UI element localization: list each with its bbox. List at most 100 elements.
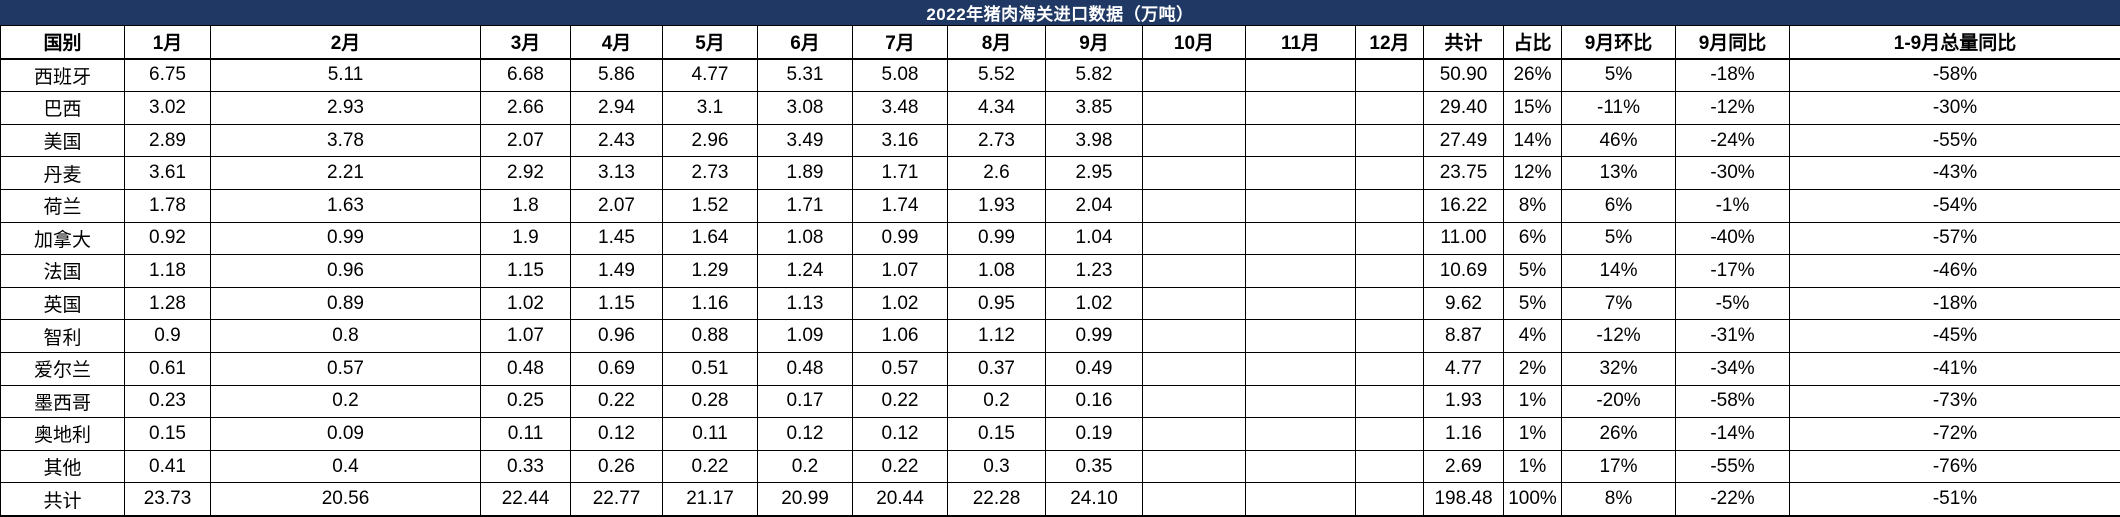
value-cell[interactable] [1142,91,1246,125]
value-cell[interactable]: 7% [1561,286,1676,321]
value-cell[interactable]: 0.57 [852,351,948,386]
value-cell[interactable]: 6% [1561,188,1676,223]
value-cell[interactable] [1245,221,1356,256]
value-cell[interactable] [1142,417,1246,451]
value-cell[interactable]: -20% [1561,384,1676,419]
value-cell[interactable]: 0.99 [852,221,948,256]
value-cell[interactable] [1142,286,1246,321]
value-cell[interactable]: -14% [1675,417,1790,451]
value-cell[interactable] [1245,156,1356,190]
value-cell[interactable]: -22% [1675,482,1790,517]
value-cell[interactable]: 1.9 [480,221,571,256]
value-cell[interactable]: 0.51 [662,351,758,386]
header-cell-col5[interactable]: 5月 [662,25,758,60]
value-cell[interactable]: 5.86 [570,57,663,93]
value-cell[interactable]: 10.69 [1423,254,1504,288]
value-cell[interactable] [1142,188,1246,223]
value-cell[interactable]: 2.94 [570,91,663,125]
value-cell[interactable] [1245,449,1356,484]
header-cell-col8[interactable]: 8月 [947,25,1046,60]
value-cell[interactable]: 1.49 [570,254,663,288]
value-cell[interactable]: -72% [1789,417,2120,451]
value-cell[interactable] [1355,417,1424,451]
header-cell-col6[interactable]: 6月 [757,25,853,60]
value-cell[interactable]: 2.07 [480,123,571,158]
value-cell[interactable]: 1.07 [480,319,571,353]
value-cell[interactable]: 0.99 [1045,319,1143,353]
value-cell[interactable] [1142,156,1246,190]
value-cell[interactable]: 0.15 [947,417,1046,451]
value-cell[interactable] [1142,449,1246,484]
value-cell[interactable]: 22.44 [480,482,571,517]
value-cell[interactable] [1355,351,1424,386]
value-cell[interactable] [1245,254,1356,288]
value-cell[interactable]: 5.82 [1045,57,1143,93]
value-cell[interactable]: 2.96 [662,123,758,158]
value-cell[interactable]: -31% [1675,319,1790,353]
value-cell[interactable]: 3.02 [124,91,211,125]
value-cell[interactable] [1355,286,1424,321]
value-cell[interactable]: 1.74 [852,188,948,223]
value-cell[interactable]: 0.37 [947,351,1046,386]
value-cell[interactable]: 1.09 [757,319,853,353]
value-cell[interactable]: 0.88 [662,319,758,353]
value-cell[interactable] [1245,123,1356,158]
value-cell[interactable]: 1.29 [662,254,758,288]
value-cell[interactable]: -18% [1789,286,2120,321]
value-cell[interactable]: 1.71 [757,188,853,223]
value-cell[interactable]: 0.99 [210,221,481,256]
value-cell[interactable]: 8% [1503,188,1562,223]
value-cell[interactable]: -5% [1675,286,1790,321]
value-cell[interactable]: 0.99 [947,221,1046,256]
value-cell[interactable]: 1.89 [757,156,853,190]
value-cell[interactable]: 2.6 [947,156,1046,190]
value-cell[interactable]: 8.87 [1423,319,1504,353]
value-cell[interactable]: -12% [1561,319,1676,353]
value-cell[interactable]: 14% [1561,254,1676,288]
value-cell[interactable]: 8% [1561,482,1676,517]
value-cell[interactable]: 29.40 [1423,91,1504,125]
header-cell-col1[interactable]: 1月 [124,25,211,60]
value-cell[interactable]: 1.64 [662,221,758,256]
country-cell[interactable]: 爱尔兰 [0,351,125,386]
value-cell[interactable]: 0.57 [210,351,481,386]
value-cell[interactable]: 1.16 [662,286,758,321]
value-cell[interactable]: 5.52 [947,57,1046,93]
value-cell[interactable] [1245,417,1356,451]
value-cell[interactable]: 6.68 [480,57,571,93]
value-cell[interactable] [1142,123,1246,158]
value-cell[interactable]: 0.92 [124,221,211,256]
value-cell[interactable] [1245,482,1356,517]
value-cell[interactable]: 0.69 [570,351,663,386]
value-cell[interactable]: 1.52 [662,188,758,223]
value-cell[interactable]: 1.07 [852,254,948,288]
value-cell[interactable]: 23.75 [1423,156,1504,190]
value-cell[interactable]: -54% [1789,188,2120,223]
value-cell[interactable]: 0.12 [570,417,663,451]
value-cell[interactable]: 1.02 [1045,286,1143,321]
value-cell[interactable]: 0.22 [662,449,758,484]
value-cell[interactable]: 0.2 [947,384,1046,419]
value-cell[interactable] [1245,286,1356,321]
value-cell[interactable]: 0.96 [210,254,481,288]
value-cell[interactable]: 0.22 [570,384,663,419]
value-cell[interactable]: -17% [1675,254,1790,288]
value-cell[interactable]: 2% [1503,351,1562,386]
value-cell[interactable]: 3.08 [757,91,853,125]
value-cell[interactable]: 0.25 [480,384,571,419]
value-cell[interactable] [1142,57,1246,93]
value-cell[interactable] [1142,351,1246,386]
value-cell[interactable]: -58% [1789,57,2120,93]
value-cell[interactable] [1355,221,1424,256]
value-cell[interactable]: 3.85 [1045,91,1143,125]
value-cell[interactable]: 1.71 [852,156,948,190]
value-cell[interactable]: 5% [1503,254,1562,288]
value-cell[interactable]: 0.41 [124,449,211,484]
value-cell[interactable]: 3.16 [852,123,948,158]
value-cell[interactable]: 5% [1561,57,1676,93]
value-cell[interactable]: 11.00 [1423,221,1504,256]
value-cell[interactable]: 20.44 [852,482,948,517]
value-cell[interactable]: 5.31 [757,57,853,93]
value-cell[interactable]: -76% [1789,449,2120,484]
country-cell[interactable]: 丹麦 [0,156,125,190]
